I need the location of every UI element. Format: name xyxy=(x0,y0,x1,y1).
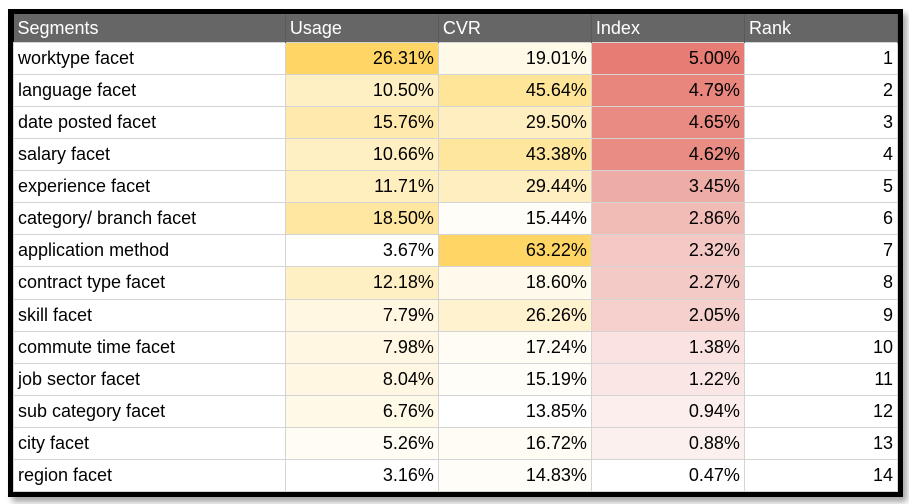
header-usage[interactable]: Usage xyxy=(285,14,439,43)
cell-index[interactable]: 4.79% xyxy=(590,74,745,108)
cell-index[interactable]: 2.32% xyxy=(590,234,745,268)
table-row: date posted facet 15.76% 29.50% 4.65% 3 xyxy=(13,106,899,140)
cell-rank[interactable]: 1 xyxy=(743,41,899,76)
cell-index[interactable]: 2.27% xyxy=(590,266,745,300)
cell-cvr[interactable]: 15.19% xyxy=(437,362,592,396)
cell-rank[interactable]: 14 xyxy=(743,458,899,493)
header-index[interactable]: Index xyxy=(591,14,745,43)
cell-index[interactable]: 0.88% xyxy=(590,426,745,460)
cell-cvr[interactable]: 19.01% xyxy=(437,41,592,76)
cell-cvr[interactable]: 14.83% xyxy=(437,458,592,493)
table-row: worktype facet 26.31% 19.01% 5.00% 1 xyxy=(13,41,899,76)
table-row: job sector facet 8.04% 15.19% 1.22% 11 xyxy=(13,362,899,396)
segments-table: Segments Usage CVR Index Rank worktype f… xyxy=(13,14,899,493)
cell-segment[interactable]: region facet xyxy=(13,458,286,493)
cell-rank[interactable]: 8 xyxy=(743,266,899,300)
table-row: application method 3.67% 63.22% 2.32% 7 xyxy=(13,234,899,268)
cell-usage[interactable]: 10.50% xyxy=(284,74,439,108)
cell-usage[interactable]: 3.16% xyxy=(284,458,439,493)
cell-cvr[interactable]: 17.24% xyxy=(437,330,592,364)
cell-index[interactable]: 5.00% xyxy=(590,41,745,76)
cell-segment[interactable]: date posted facet xyxy=(13,106,286,140)
cell-segment[interactable]: worktype facet xyxy=(13,41,286,76)
cell-rank[interactable]: 7 xyxy=(743,234,899,268)
header-segments[interactable]: Segments xyxy=(13,14,286,43)
header-rank[interactable]: Rank xyxy=(744,14,899,43)
cell-segment[interactable]: skill facet xyxy=(13,298,286,332)
table-row: language facet 10.50% 45.64% 4.79% 2 xyxy=(13,74,899,108)
cell-rank[interactable]: 10 xyxy=(743,330,899,364)
cell-cvr[interactable]: 13.85% xyxy=(437,394,592,428)
table-row: salary facet 10.66% 43.38% 4.62% 4 xyxy=(13,138,899,172)
cell-rank[interactable]: 2 xyxy=(743,74,899,108)
cell-index[interactable]: 2.05% xyxy=(590,298,745,332)
cell-usage[interactable]: 3.67% xyxy=(284,234,439,268)
table-row: region facet 3.16% 14.83% 0.47% 14 xyxy=(13,458,899,493)
cell-usage[interactable]: 12.18% xyxy=(284,266,439,300)
cell-cvr[interactable]: 63.22% xyxy=(437,234,592,268)
table-row: category/ branch facet 18.50% 15.44% 2.86% 6 xyxy=(13,202,899,236)
cell-cvr[interactable]: 43.38% xyxy=(437,138,592,172)
cell-cvr[interactable]: 16.72% xyxy=(437,426,592,460)
header-row: Segments Usage CVR Index Rank xyxy=(13,14,899,43)
cell-segment[interactable]: job sector facet xyxy=(13,362,286,396)
cell-index[interactable]: 4.65% xyxy=(590,106,745,140)
table-row: city facet 5.26% 16.72% 0.88% 13 xyxy=(13,426,899,460)
cell-segment[interactable]: category/ branch facet xyxy=(13,202,286,236)
cell-rank[interactable]: 5 xyxy=(743,170,899,204)
cell-cvr[interactable]: 15.44% xyxy=(437,202,592,236)
table-row: contract type facet 12.18% 18.60% 2.27% 8 xyxy=(13,266,899,300)
cell-index[interactable]: 4.62% xyxy=(590,138,745,172)
cell-rank[interactable]: 6 xyxy=(743,202,899,236)
cell-segment[interactable]: contract type facet xyxy=(13,266,286,300)
table-row: experience facet 11.71% 29.44% 3.45% 5 xyxy=(13,170,899,204)
table-body: worktype facet 26.31% 19.01% 5.00% 1 language… xyxy=(13,41,899,493)
cell-usage[interactable]: 11.71% xyxy=(284,170,439,204)
cell-usage[interactable]: 10.66% xyxy=(284,138,439,172)
table-frame: Segments Usage CVR Index Rank worktype f… xyxy=(8,9,903,497)
cell-usage[interactable]: 6.76% xyxy=(284,394,439,428)
cell-cvr[interactable]: 29.44% xyxy=(437,170,592,204)
table-row: sub category facet 6.76% 13.85% 0.94% 12 xyxy=(13,394,899,428)
cell-index[interactable]: 0.94% xyxy=(590,394,745,428)
cell-segment[interactable]: language facet xyxy=(13,74,286,108)
cell-index[interactable]: 1.38% xyxy=(590,330,745,364)
cell-index[interactable]: 0.47% xyxy=(590,458,745,493)
cell-segment[interactable]: city facet xyxy=(13,426,286,460)
cell-usage[interactable]: 15.76% xyxy=(284,106,439,140)
cell-segment[interactable]: commute time facet xyxy=(13,330,286,364)
cell-usage[interactable]: 8.04% xyxy=(284,362,439,396)
cell-cvr[interactable]: 18.60% xyxy=(437,266,592,300)
cell-segment[interactable]: sub category facet xyxy=(13,394,286,428)
cell-cvr[interactable]: 26.26% xyxy=(437,298,592,332)
cell-usage[interactable]: 7.79% xyxy=(284,298,439,332)
cell-segment[interactable]: experience facet xyxy=(13,170,286,204)
cell-rank[interactable]: 12 xyxy=(743,394,899,428)
cell-rank[interactable]: 13 xyxy=(743,426,899,460)
cell-usage[interactable]: 18.50% xyxy=(284,202,439,236)
cell-usage[interactable]: 5.26% xyxy=(284,426,439,460)
cell-rank[interactable]: 4 xyxy=(743,138,899,172)
cell-cvr[interactable]: 29.50% xyxy=(437,106,592,140)
cell-rank[interactable]: 3 xyxy=(743,106,899,140)
cell-rank[interactable]: 9 xyxy=(743,298,899,332)
cell-segment[interactable]: application method xyxy=(13,234,286,268)
header-cvr[interactable]: CVR xyxy=(438,14,592,43)
table-row: skill facet 7.79% 26.26% 2.05% 9 xyxy=(13,298,899,332)
cell-cvr[interactable]: 45.64% xyxy=(437,74,592,108)
table-row: commute time facet 7.98% 17.24% 1.38% 10 xyxy=(13,330,899,364)
cell-rank[interactable]: 11 xyxy=(743,362,899,396)
cell-usage[interactable]: 7.98% xyxy=(284,330,439,364)
cell-index[interactable]: 2.86% xyxy=(590,202,745,236)
cell-index[interactable]: 3.45% xyxy=(590,170,745,204)
cell-index[interactable]: 1.22% xyxy=(590,362,745,396)
cell-usage[interactable]: 26.31% xyxy=(284,41,439,76)
cell-segment[interactable]: salary facet xyxy=(13,138,286,172)
